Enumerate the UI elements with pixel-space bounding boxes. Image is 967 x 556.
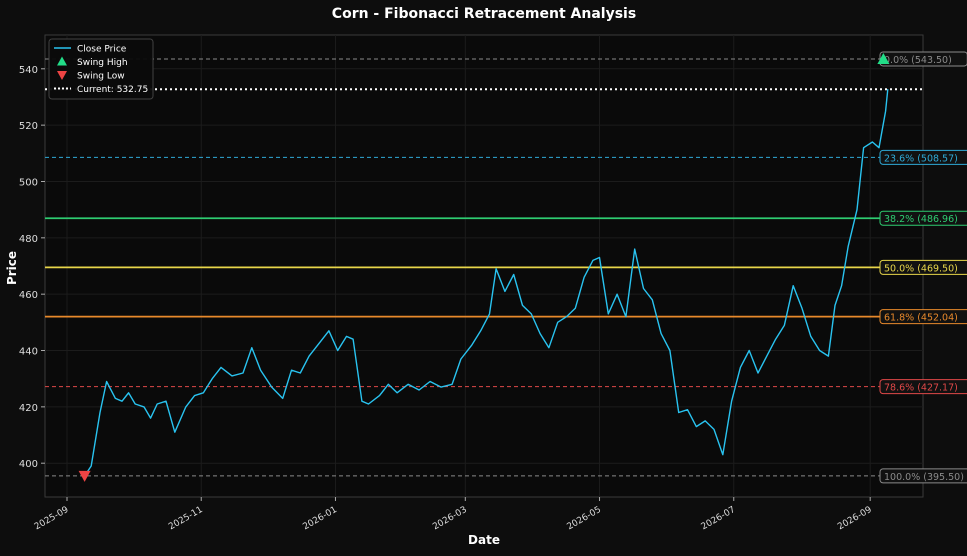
legend-box [48,38,154,100]
y-tick-label: 540 [19,65,38,76]
fib-level-label: 0.0% (543.50) [884,55,952,66]
series-layer [84,89,889,477]
legend-triangle-up-icon [57,56,67,66]
fib-label-box [879,210,967,226]
y-tick-label: 400 [19,459,38,470]
swing-high-marker [877,52,890,64]
fib-level-label: 61.8% (452.04) [884,313,958,324]
y-tick-label: 520 [19,121,38,132]
y-axis-label: Price [5,251,19,285]
markers [78,52,890,482]
y-tick-label: 440 [19,347,38,358]
legend-label: Swing High [77,58,128,68]
grid [45,35,923,497]
swing-low-marker [78,470,91,482]
legend: Close Price Swing High Swing Low Current: 5… [48,38,154,100]
fib-level-label: 23.6% (508.57) [884,153,958,164]
legend-label: Close Price [77,45,127,55]
legend-label: Swing Low [77,72,125,82]
legend-label: Current: 532.75 [77,85,148,95]
y-tick-label: 500 [19,177,38,188]
fib-level-label: 78.6% (427.17) [884,383,958,394]
fib-level-label: 100.0% (395.50) [884,472,964,483]
fib-label-box [879,51,967,67]
legend-triangle-down-icon [57,71,67,80]
close-price-line [84,89,889,477]
plot-area [44,34,924,498]
fib-label-box [879,309,967,325]
fib-level-label: 38.2% (486.96) [884,214,958,225]
fib-levels: 0.0% (543.50) 23.6% (508.57) 38.2% (486.96… [45,51,967,484]
fib-label-box [879,379,967,395]
y-tick-label: 420 [19,403,38,414]
y-tick-label: 460 [19,290,38,301]
x-axis-label: Date [468,533,500,547]
fib-level-label: 50.0% (469.50) [884,263,958,274]
fib-label-box [879,468,967,484]
fib-label-box [879,259,967,275]
fib-label-box [879,149,967,165]
chart-title: Corn - Fibonacci Retracement Analysis [332,6,636,22]
y-tick-label: 480 [19,234,38,245]
